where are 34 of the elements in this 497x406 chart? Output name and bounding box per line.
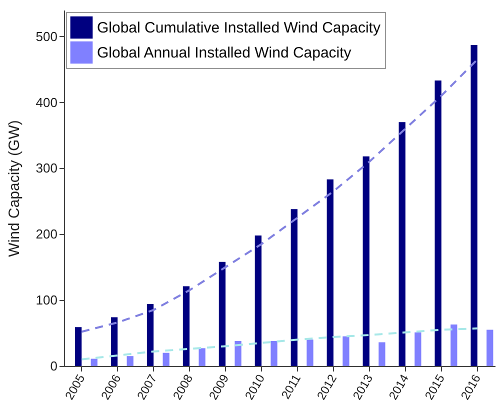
y-tick-label: 0 [50, 358, 58, 374]
bar [110, 317, 118, 366]
line-series [80, 327, 478, 360]
bar [182, 286, 190, 366]
bar [126, 356, 134, 366]
bar [470, 44, 478, 366]
bar [378, 342, 386, 366]
bar [74, 327, 82, 366]
legend-label: Global Cumulative Installed Wind Capacity [97, 20, 381, 36]
bar [254, 235, 262, 366]
bar [270, 340, 278, 366]
bar [198, 348, 206, 366]
bar [486, 330, 494, 366]
y-tick-label: 400 [36, 94, 58, 110]
bar [450, 324, 458, 366]
bar [342, 336, 350, 366]
bar [326, 179, 334, 366]
y-tick-label: 100 [36, 292, 58, 308]
y-tick-label: 300 [36, 160, 58, 176]
legend-label: Global Annual Installed Wind Capacity [97, 44, 352, 62]
y-tick-label: 500 [36, 28, 58, 44]
bar [398, 122, 406, 366]
bar [362, 156, 370, 366]
bar [434, 80, 442, 366]
bar [306, 340, 314, 366]
bar [146, 304, 154, 366]
y-axis-title: Wind Capacity (GW) [6, 120, 23, 257]
bar [162, 352, 170, 366]
y-tick-label: 200 [36, 226, 58, 242]
bar [90, 358, 98, 366]
bar [414, 332, 422, 366]
bar [218, 262, 226, 366]
bar [290, 209, 298, 366]
bar [234, 340, 242, 366]
